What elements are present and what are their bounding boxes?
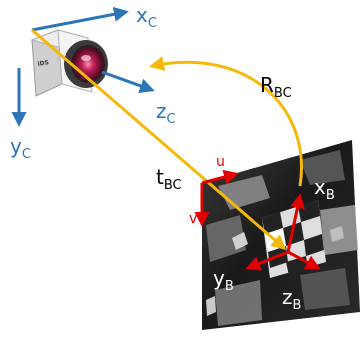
label-board-x: xB <box>314 175 335 203</box>
camera-x-axis <box>31 6 129 32</box>
image-plane <box>202 140 360 330</box>
camera-z-axis <box>101 70 155 93</box>
camera-axes <box>11 6 155 127</box>
image-u-axis <box>201 169 239 185</box>
board-y-axis <box>245 250 289 271</box>
image-axes <box>194 169 239 227</box>
label-image-u: u <box>216 154 225 170</box>
transform-arrows <box>31 28 303 250</box>
label-camera-y: yC <box>10 134 31 162</box>
rotation-arc-arrow <box>149 56 303 187</box>
label-board-z: zB <box>282 285 301 313</box>
label-rotation: RBC <box>260 73 292 101</box>
camera-brand-label: iDS <box>37 59 49 68</box>
translation-arrow <box>31 28 287 250</box>
label-camera-z: zC <box>156 99 176 127</box>
label-board-y: yB <box>213 266 234 294</box>
board-z-axis <box>287 250 321 270</box>
label-image-v: v <box>189 211 197 227</box>
label-camera-x: xC <box>136 3 157 31</box>
label-translation: tBC <box>156 165 182 193</box>
board-axes <box>245 193 321 271</box>
board-x-axis <box>286 193 305 253</box>
